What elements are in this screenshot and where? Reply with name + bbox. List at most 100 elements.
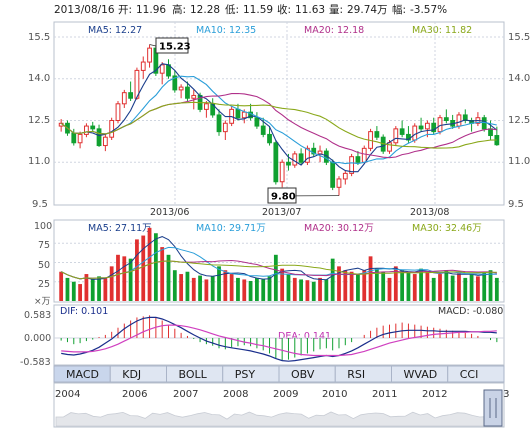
low-value: 11.59 xyxy=(243,4,273,16)
vol-ma30-label: MA30: 32.46万 xyxy=(412,223,482,234)
volume-bar xyxy=(255,278,259,301)
open-value: 11.96 xyxy=(136,4,166,16)
macd-tick: 0.000 xyxy=(24,333,51,344)
dif-label: DIF: 0.101 xyxy=(60,306,108,317)
volume-bar xyxy=(103,278,107,301)
low-callout-value: 9.80 xyxy=(271,192,296,203)
candle-body xyxy=(287,162,291,165)
volume-tick: 75 xyxy=(38,240,50,251)
candle-body xyxy=(482,118,486,129)
volume-bar xyxy=(91,279,95,301)
candle-body xyxy=(110,121,114,138)
candle-body xyxy=(356,157,360,163)
change-label: 幅: xyxy=(392,3,406,16)
tab-label: OBV xyxy=(291,368,315,381)
tab-macd[interactable]: MACD xyxy=(54,366,110,382)
candle xyxy=(116,101,120,123)
timeline-range-handle[interactable] xyxy=(484,390,502,426)
tab-label: CCI xyxy=(460,368,479,381)
tab-rsi[interactable]: RSI xyxy=(335,366,391,382)
volume-bar xyxy=(97,276,101,301)
candle xyxy=(293,151,297,168)
volume-bar xyxy=(299,279,303,301)
timeline-year: 2012 xyxy=(422,389,447,400)
tab-label: PSY xyxy=(235,368,256,381)
volume-bar xyxy=(444,270,448,301)
candle-body xyxy=(72,133,76,143)
macd-tick: 0.583 xyxy=(24,310,51,321)
volume-bar xyxy=(135,239,139,301)
volume-bar xyxy=(66,278,70,301)
volume-bar xyxy=(249,281,253,301)
tab-obv[interactable]: OBV xyxy=(279,366,335,382)
tab-kdj[interactable]: KDJ xyxy=(110,366,166,382)
candle-body xyxy=(350,157,354,174)
tab-label: RSI xyxy=(347,368,365,381)
volume-bar xyxy=(211,276,215,301)
volume-tick: 25 xyxy=(38,279,50,290)
candle-body xyxy=(419,126,423,129)
candle-body xyxy=(400,129,404,135)
timeline-year: 2009 xyxy=(273,389,298,400)
tab-label: MACD xyxy=(66,368,99,381)
candle-body xyxy=(413,126,417,140)
low-label: 低: xyxy=(225,3,239,16)
tab-boll[interactable]: BOLL xyxy=(167,366,223,382)
candle-body xyxy=(186,87,190,98)
candle-body xyxy=(268,134,272,142)
volume-bar xyxy=(217,266,221,301)
candle-body xyxy=(148,48,152,62)
close-value: 11.63 xyxy=(295,4,325,16)
volume-bar xyxy=(438,274,442,301)
candle-body xyxy=(116,104,120,121)
volume-bar xyxy=(413,274,417,301)
price-tick-right: 15.5 xyxy=(508,32,530,43)
volume-label: 量: xyxy=(329,4,343,16)
candle-body xyxy=(331,162,335,187)
volume-tick: 100 xyxy=(34,221,52,232)
volume-bar xyxy=(425,272,429,301)
volume-bar xyxy=(463,278,467,301)
candle-body xyxy=(160,65,164,73)
price-panel-frame xyxy=(54,22,504,205)
volume-bar xyxy=(407,272,411,301)
candle-body xyxy=(141,62,145,70)
volume-bar xyxy=(482,272,486,301)
tab-wvad[interactable]: WVAD xyxy=(392,366,448,382)
candle xyxy=(350,154,354,176)
date-tick: 2013/07 xyxy=(262,207,301,218)
candle-body xyxy=(394,129,398,143)
candle-body xyxy=(425,123,429,129)
candle-body xyxy=(179,87,183,90)
volume-bar xyxy=(274,255,278,301)
candle-body xyxy=(438,118,442,132)
volume-bar xyxy=(312,282,316,301)
tab-psy[interactable]: PSY xyxy=(223,366,279,382)
tab-label: BOLL xyxy=(179,368,208,381)
volume-bar xyxy=(362,270,366,301)
volume-bar xyxy=(192,278,196,301)
volume-bar xyxy=(287,274,291,301)
tab-cci[interactable]: CCI xyxy=(448,366,504,382)
candle-body xyxy=(192,95,196,98)
high-value: 12.28 xyxy=(190,4,220,16)
volume-bar xyxy=(451,276,455,301)
candle-body xyxy=(91,126,95,129)
volume-bar xyxy=(242,279,246,301)
candle-body xyxy=(261,126,265,134)
volume-tick: 50 xyxy=(38,260,50,271)
high-label: 高: xyxy=(172,3,186,16)
vol-ma5-label: MA5: 27.11万 xyxy=(88,223,152,234)
timeline-year: 2011 xyxy=(372,389,397,400)
ma20-label: MA20: 12.18 xyxy=(304,25,364,36)
candle-body xyxy=(103,137,107,145)
volume-bar xyxy=(122,256,126,301)
volume-value: 29.74万 xyxy=(347,4,388,16)
volume-bar xyxy=(261,279,265,301)
candle-body xyxy=(97,129,101,146)
candle-body xyxy=(255,118,259,126)
candle-body xyxy=(343,173,347,179)
volume-bar xyxy=(489,270,493,301)
candle-body xyxy=(236,109,240,117)
